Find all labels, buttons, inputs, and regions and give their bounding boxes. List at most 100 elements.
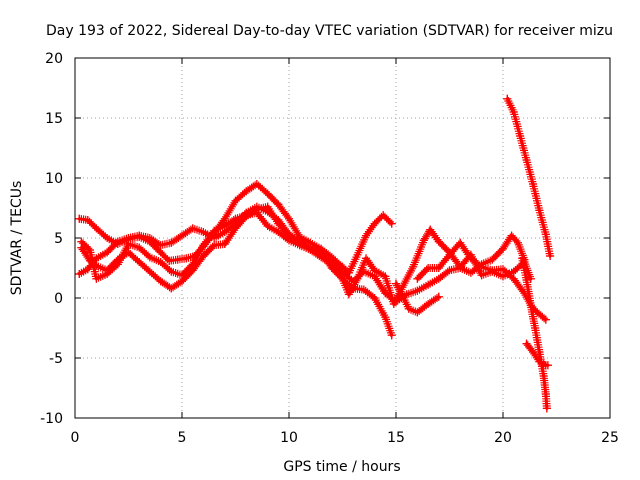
data-point <box>263 202 272 211</box>
data-point <box>103 270 112 278</box>
data-point <box>242 211 251 220</box>
data-point <box>156 258 165 266</box>
data-point <box>426 225 435 234</box>
data-point <box>145 267 154 276</box>
x-tick-labels: 0 5 10 15 20 25 <box>71 430 619 446</box>
data-point <box>522 339 531 348</box>
data-point <box>528 180 537 188</box>
data-point <box>516 132 525 140</box>
data-point <box>135 258 144 266</box>
x-tick-label: 10 <box>280 430 298 446</box>
data-point <box>178 271 186 280</box>
x-tick-label: 20 <box>494 430 512 446</box>
data-point <box>113 260 122 269</box>
data-point <box>103 234 112 242</box>
data-point <box>231 196 240 205</box>
series-track-7 <box>503 94 555 260</box>
data-point <box>178 231 186 240</box>
data-point <box>539 372 548 380</box>
data-point <box>156 248 165 257</box>
y-tick-label: 0 <box>54 291 63 307</box>
data-point <box>156 241 165 250</box>
data-point <box>135 231 144 240</box>
data-point <box>188 260 197 269</box>
data-point <box>252 180 261 188</box>
data-point <box>434 292 443 301</box>
data-point <box>509 267 518 276</box>
data-point <box>546 252 555 260</box>
data-point <box>456 262 465 271</box>
data-point <box>413 274 422 283</box>
series-track-9 <box>522 339 552 370</box>
data-point <box>242 187 251 196</box>
data-point <box>359 285 368 294</box>
data-point <box>419 236 428 245</box>
data-point <box>285 236 293 245</box>
data-point <box>156 277 165 286</box>
data-point <box>83 216 92 224</box>
data-series <box>75 94 555 413</box>
data-point <box>526 301 535 310</box>
data-point <box>274 228 283 236</box>
series-track-4 <box>77 208 396 340</box>
data-point <box>92 224 101 233</box>
data-point <box>381 289 390 298</box>
data-point <box>541 315 550 324</box>
data-point <box>466 268 475 277</box>
data-point <box>263 222 272 230</box>
data-point <box>285 214 293 223</box>
data-point <box>210 226 219 235</box>
x-tick-label: 15 <box>387 430 405 446</box>
x-tick-label: 0 <box>71 430 80 446</box>
data-point <box>167 267 176 276</box>
data-point <box>404 304 413 313</box>
data-point <box>535 206 544 215</box>
y-tick-labels: -10 -5 0 5 10 15 20 <box>40 51 63 427</box>
data-point <box>543 361 552 370</box>
y-tick-label: 20 <box>45 51 63 67</box>
data-point <box>499 272 507 281</box>
data-point <box>387 219 396 228</box>
data-point <box>145 253 154 262</box>
y-axis-label: SDTVAR / TECUs <box>9 181 25 296</box>
data-point <box>379 211 388 220</box>
data-point <box>327 260 336 269</box>
y-tick-label: -5 <box>49 351 63 367</box>
x-axis-label: GPS time / hours <box>283 459 400 475</box>
data-point <box>509 108 518 116</box>
data-point <box>353 250 362 259</box>
data-point <box>488 266 497 275</box>
data-point <box>389 300 398 308</box>
data-point <box>370 266 379 275</box>
data-point <box>522 276 531 284</box>
data-point <box>424 300 433 308</box>
series-line <box>394 282 441 314</box>
data-point <box>263 189 272 198</box>
data-point <box>370 294 379 302</box>
data-point <box>387 331 396 340</box>
data-point <box>231 224 240 233</box>
data-point <box>220 222 229 230</box>
series-track-6 <box>392 279 443 317</box>
data-point <box>522 156 531 164</box>
data-point <box>165 256 174 265</box>
data-point <box>409 262 418 271</box>
data-point <box>103 248 112 257</box>
x-tick-label: 25 <box>601 430 619 446</box>
data-point <box>507 231 516 240</box>
data-point <box>75 214 84 223</box>
data-point <box>477 262 486 271</box>
data-point <box>531 324 540 332</box>
data-point <box>173 255 182 264</box>
data-point <box>210 241 219 250</box>
data-point <box>398 291 407 300</box>
data-point <box>199 241 208 250</box>
data-point <box>434 264 443 272</box>
data-point <box>424 280 433 289</box>
series-line <box>505 97 552 258</box>
y-tick-label: 5 <box>54 231 63 247</box>
data-point <box>541 390 550 398</box>
data-point <box>295 241 304 250</box>
data-point <box>274 219 283 228</box>
